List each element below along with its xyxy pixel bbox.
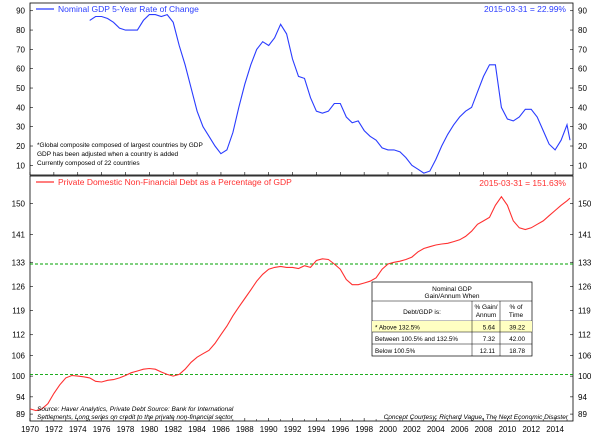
table-title-2: Gain/Annum When: [425, 293, 480, 300]
top-y-tick-label-right: 40: [578, 103, 587, 112]
x-tick-label: 1978: [117, 425, 135, 434]
bottom-y-tick-label-right: 112: [578, 331, 591, 340]
x-tick-label: 2012: [522, 425, 540, 434]
bottom-y-tick-label-left: 150: [12, 200, 26, 209]
x-tick-label: 2002: [403, 425, 421, 434]
x-tick-label: 1976: [93, 425, 111, 434]
x-tick-label: 1974: [69, 425, 87, 434]
top-y-tick-label-left: 60: [16, 65, 25, 74]
table-row-1-label: Between 100.5% and 132.5%: [375, 336, 458, 343]
bottom-latest-label: 2015-03-31 = 151.63%: [479, 178, 566, 188]
debt-ratio-line: [29, 195, 571, 412]
top-panel-frame: [29, 2, 574, 176]
x-tick-label: 2006: [451, 425, 469, 434]
bottom-y-tick-label-right: 106: [578, 351, 592, 360]
table-row-2-label: Below 100.5%: [375, 348, 416, 355]
concept-credit: Concept Courtesy: Richard Vague, The Nex…: [384, 414, 569, 421]
x-tick-label: 1970: [21, 425, 39, 434]
table-col1-header-2: Annum: [476, 312, 497, 319]
table-col1-header-1: % Gain/: [474, 304, 497, 311]
bottom-y-tick-label-right: 94: [578, 393, 587, 402]
x-axis: 1970 1972 1974 1976 1978 1980 1982 1984 1986 1988…: [21, 172, 568, 434]
bottom-y-tick-label-left: 141: [12, 231, 26, 240]
table-row-1-gain: 7.32: [483, 336, 496, 343]
top-y-tick-label-right: 70: [578, 45, 587, 54]
x-tick-label: 2014: [546, 425, 564, 434]
top-y-tick-label-left: 70: [16, 45, 25, 54]
top-y-tick-label-left: 20: [16, 142, 25, 151]
top-y-tick-label-left: 10: [16, 161, 25, 170]
x-tick-label: 1986: [212, 425, 230, 434]
bottom-y-tick-label-left: 89: [16, 410, 25, 419]
bottom-y-tick-label-right: 126: [578, 282, 592, 291]
composite-note-2: GDP has been adjusted when a country is …: [37, 151, 179, 158]
top-y-tick-label-right: 10: [578, 161, 587, 170]
x-tick-label: 1972: [45, 425, 63, 434]
composite-note-3: Currently composed of 22 countries: [37, 160, 140, 167]
table-title-1: Nominal GDP: [432, 286, 472, 293]
x-tick-label: 1980: [140, 425, 158, 434]
statistics-table: Nominal GDP Gain/Annum When Debt/GDP is:…: [371, 281, 533, 357]
reference-lines: [30, 263, 573, 375]
x-tick-label: 1988: [236, 425, 254, 434]
bottom-y-tick-label-left: 126: [12, 282, 26, 291]
gdp-rate-line: [89, 13, 571, 174]
bottom-y-tick-label-right: 100: [578, 372, 592, 381]
source-note-2: Settlements, Long series on credit to th…: [37, 414, 234, 421]
table-row-2-time: 18.78: [509, 348, 525, 355]
table-row-highlight: [372, 321, 532, 332]
source-note-1: Source: Haver Analytics, Private Debt So…: [37, 406, 234, 413]
bottom-y-tick-label-right: 133: [578, 258, 592, 267]
top-y-tick-label-right: 80: [578, 26, 587, 35]
top-y-tick-label-right: 60: [578, 65, 587, 74]
table-row-0-label: * Above 132.5%: [375, 325, 420, 332]
composite-note-1: *Global composite composed of largest co…: [37, 142, 203, 149]
table-row-2-gain: 12.11: [480, 348, 496, 355]
top-y-tick-label-left: 90: [16, 7, 25, 16]
x-tick-label: 1990: [260, 425, 278, 434]
bottom-axes: 89 89 94 94 100 100 106 106 112 112 119 119 126 126 13…: [12, 200, 592, 419]
x-tick-label: 1984: [188, 425, 206, 434]
x-tick-label: 1982: [164, 425, 182, 434]
top-y-tick-label-right: 30: [578, 123, 587, 132]
top-axes: 10 10 20 20 30 30 40 40 50 50 60 60 70 70 80 80 90 90: [16, 7, 587, 171]
top-y-tick-label-left: 30: [16, 123, 25, 132]
bottom-y-tick-label-right: 150: [578, 200, 592, 209]
bottom-y-tick-label-left: 94: [16, 393, 25, 402]
bottom-y-tick-label-right: 89: [578, 410, 587, 419]
top-y-tick-label-right: 20: [578, 142, 587, 151]
bottom-chart-title: Private Domestic Non-Financial Debt as a…: [58, 177, 292, 187]
table-col2-header-1: % of: [509, 304, 522, 311]
top-y-tick-label-right: 50: [578, 84, 587, 93]
bottom-y-tick-label-right: 119: [578, 307, 591, 316]
x-tick-label: 1994: [308, 425, 326, 434]
top-y-tick-label-right: 90: [578, 7, 587, 16]
x-tick-label: 1996: [331, 425, 349, 434]
table-row-0-time: 39.22: [509, 325, 525, 332]
bottom-y-tick-label-left: 112: [12, 331, 25, 340]
top-chart-title: Nominal GDP 5-Year Rate of Change: [58, 4, 199, 14]
top-y-tick-label-left: 50: [16, 84, 25, 93]
x-tick-label: 2010: [498, 425, 516, 434]
bottom-y-tick-label-right: 141: [578, 231, 592, 240]
top-latest-label: 2015-03-31 = 22.99%: [484, 4, 566, 14]
top-y-tick-label-left: 40: [16, 103, 25, 112]
table-col0-header: Debt/GDP is:: [403, 309, 441, 316]
bottom-y-tick-label-left: 119: [12, 307, 25, 316]
table-row-0-gain: 5.64: [483, 325, 496, 332]
x-tick-label: 2004: [427, 425, 445, 434]
bottom-y-tick-label-left: 106: [12, 351, 26, 360]
x-tick-label: 1998: [355, 425, 373, 434]
bottom-y-tick-label-left: 100: [12, 372, 26, 381]
top-y-tick-label-left: 80: [16, 26, 25, 35]
bottom-y-tick-label-left: 133: [12, 258, 26, 267]
table-row-1-time: 42.00: [509, 336, 525, 343]
table-col2-header-2: Time: [509, 312, 524, 319]
x-tick-label: 1992: [284, 425, 302, 434]
x-tick-label: 2008: [475, 425, 493, 434]
x-tick-label: 2000: [379, 425, 397, 434]
